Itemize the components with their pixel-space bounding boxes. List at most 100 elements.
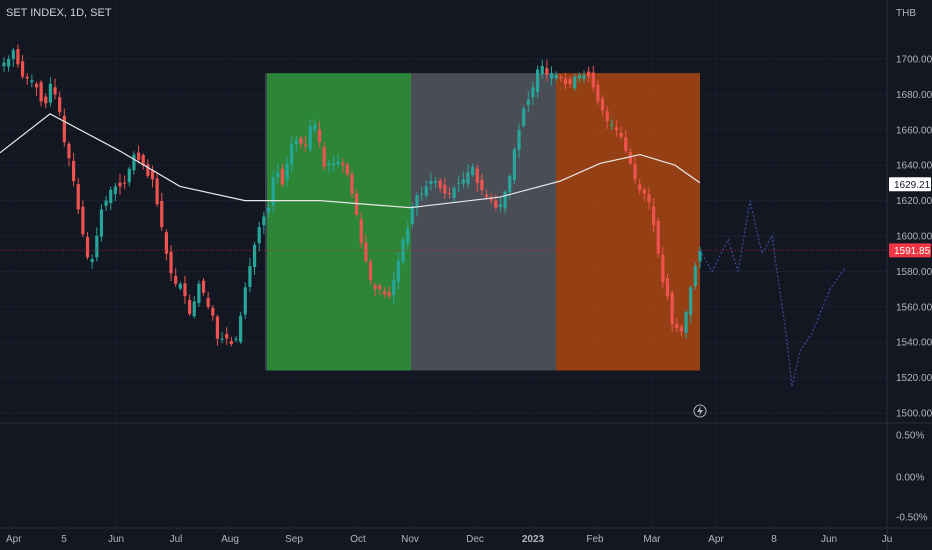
y-tick-label: 1600.00 (896, 232, 932, 243)
candle-body (526, 99, 530, 105)
candle-body (480, 179, 484, 190)
shaded-zone (411, 73, 556, 371)
candle-body (72, 160, 76, 182)
y-tick-label: 1580.00 (896, 267, 932, 278)
candle-body (229, 341, 233, 344)
x-tick-label: Jul (170, 534, 183, 545)
y-tick-label: 1520.00 (896, 373, 932, 384)
candle-body (368, 261, 373, 281)
candle-body (536, 69, 540, 93)
candle-body (600, 98, 605, 111)
candle-body (517, 129, 521, 150)
candle-body (522, 108, 526, 126)
candle-body (443, 184, 447, 194)
candle-body (150, 170, 155, 180)
candle-body (563, 78, 568, 84)
candle-body (141, 155, 145, 166)
candle-body (642, 189, 646, 194)
x-tick-label: 2023 (522, 534, 545, 545)
candle-body (596, 84, 600, 102)
candle-body (225, 334, 229, 339)
candle-body (327, 163, 331, 166)
indicator-tick-label: 0.50% (896, 431, 924, 442)
candle-body (559, 76, 563, 79)
y-tick-label: 1540.00 (896, 338, 932, 349)
y-tick-label: 1680.00 (896, 90, 932, 101)
candle-body (531, 87, 535, 98)
candle-body (197, 283, 201, 304)
candle-body (591, 72, 595, 88)
candle-body (647, 194, 651, 203)
y-tick-label: 1640.00 (896, 161, 932, 172)
candle-body (331, 163, 336, 166)
candle-body (90, 259, 94, 263)
candle-body (336, 161, 340, 165)
candle-body (684, 312, 688, 333)
candle-body (20, 61, 25, 77)
candle-body (438, 180, 442, 189)
overlay-layer (0, 249, 887, 418)
candle-body (633, 163, 637, 180)
candle-body (85, 237, 90, 258)
x-tick-label: Ju (882, 534, 893, 545)
candle-body (257, 227, 261, 244)
x-tick-label: 5 (61, 534, 67, 545)
candle-body (243, 287, 247, 315)
candle-body (461, 179, 465, 184)
candle-body (545, 68, 549, 75)
candle-body (656, 220, 660, 254)
candle-body (382, 291, 387, 295)
candle-body (610, 124, 614, 126)
candle-body (587, 71, 591, 77)
candle-body (53, 87, 57, 95)
candle-body (424, 186, 428, 196)
ma-price-tag (889, 177, 931, 192)
candle-body (44, 96, 48, 104)
candle-body (248, 266, 252, 287)
lightning-bolt-icon (697, 406, 703, 416)
candle-body (471, 166, 475, 175)
x-tick-label: Nov (401, 534, 419, 545)
x-tick-label: Feb (586, 534, 604, 545)
x-tick-label: Jun (821, 534, 837, 545)
candle-body (136, 152, 141, 160)
candle-body (67, 143, 71, 159)
candle-body (183, 283, 187, 297)
y-tick-label: 1660.00 (896, 125, 932, 136)
x-tick-label: Oct (350, 534, 366, 545)
candle-body (132, 154, 136, 171)
candle-body (76, 183, 80, 210)
candle-body (679, 326, 684, 332)
candle-body (661, 254, 665, 283)
candle-body (378, 285, 382, 290)
x-tick-label: Jun (108, 534, 124, 545)
candle-body (605, 111, 609, 121)
currency-label: THB (896, 8, 916, 19)
candle-body (628, 152, 632, 164)
x-tick-label: Sep (285, 534, 303, 545)
candle-body (508, 175, 512, 193)
candle-body (220, 338, 224, 340)
candle-body (549, 73, 554, 79)
candle-body (294, 140, 298, 144)
candle-body (503, 191, 507, 209)
candle-body (396, 260, 400, 282)
candle-body (2, 62, 6, 67)
candle-body (433, 181, 438, 183)
candle-body (341, 163, 345, 166)
indicator-tick-label: 0.00% (896, 473, 924, 484)
candle-body (345, 164, 349, 175)
candle-body (201, 280, 206, 293)
candle-body (169, 251, 173, 274)
candle-body (266, 207, 271, 213)
candle-body (410, 205, 414, 224)
candle-body (447, 193, 452, 195)
candle-body (350, 174, 354, 194)
candle-body (155, 178, 159, 205)
candle-body (118, 182, 122, 187)
candle-body (62, 115, 66, 143)
candle-body (99, 209, 104, 237)
candle-body (554, 74, 558, 79)
candle-body (638, 184, 642, 190)
